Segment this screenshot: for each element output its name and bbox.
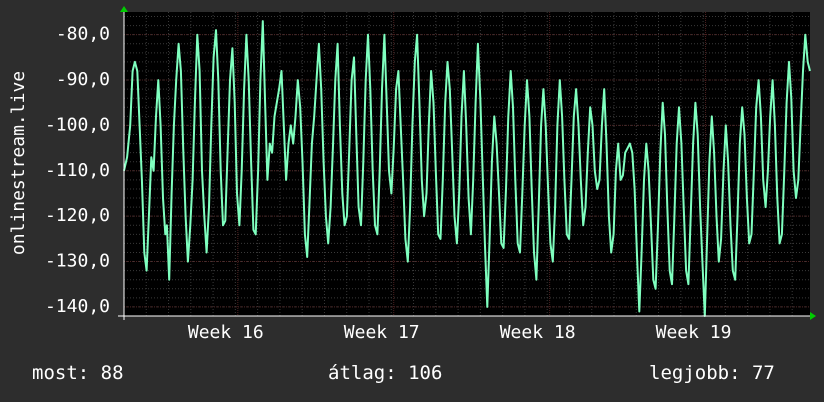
x-tick-label: Week 16 [188, 322, 264, 343]
y-axis-label: onlinestream.live [8, 71, 29, 255]
stat-best: legjobb: 77 [649, 362, 775, 384]
x-tick-label: Week 18 [500, 322, 576, 343]
y-axis-ticks: -80,0 -90,0 -100,0 -110,0 -120,0 -130,0 -140,0 [45, 24, 110, 317]
x-tick-label: Week 17 [344, 322, 420, 343]
stat-last: most: 88 [32, 362, 124, 384]
y-tick-label: -90,0 [56, 69, 110, 90]
y-tick-label: -110,0 [45, 160, 110, 181]
y-tick-label: -120,0 [45, 205, 110, 226]
y-tick-label: -130,0 [45, 251, 110, 272]
x-axis-arrow [810, 312, 816, 320]
series-line [123, 20, 811, 317]
x-axis-ticks: Week 16 Week 17 Week 18 Week 19 [188, 322, 732, 343]
y-tick-label: -100,0 [45, 114, 110, 135]
y-axis-arrow [120, 6, 128, 12]
stat-average: átlag: 106 [328, 362, 443, 384]
x-tick-label: Week 19 [656, 322, 732, 343]
y-tick-label: -140,0 [45, 296, 110, 317]
y-tick-label: -80,0 [56, 24, 110, 45]
